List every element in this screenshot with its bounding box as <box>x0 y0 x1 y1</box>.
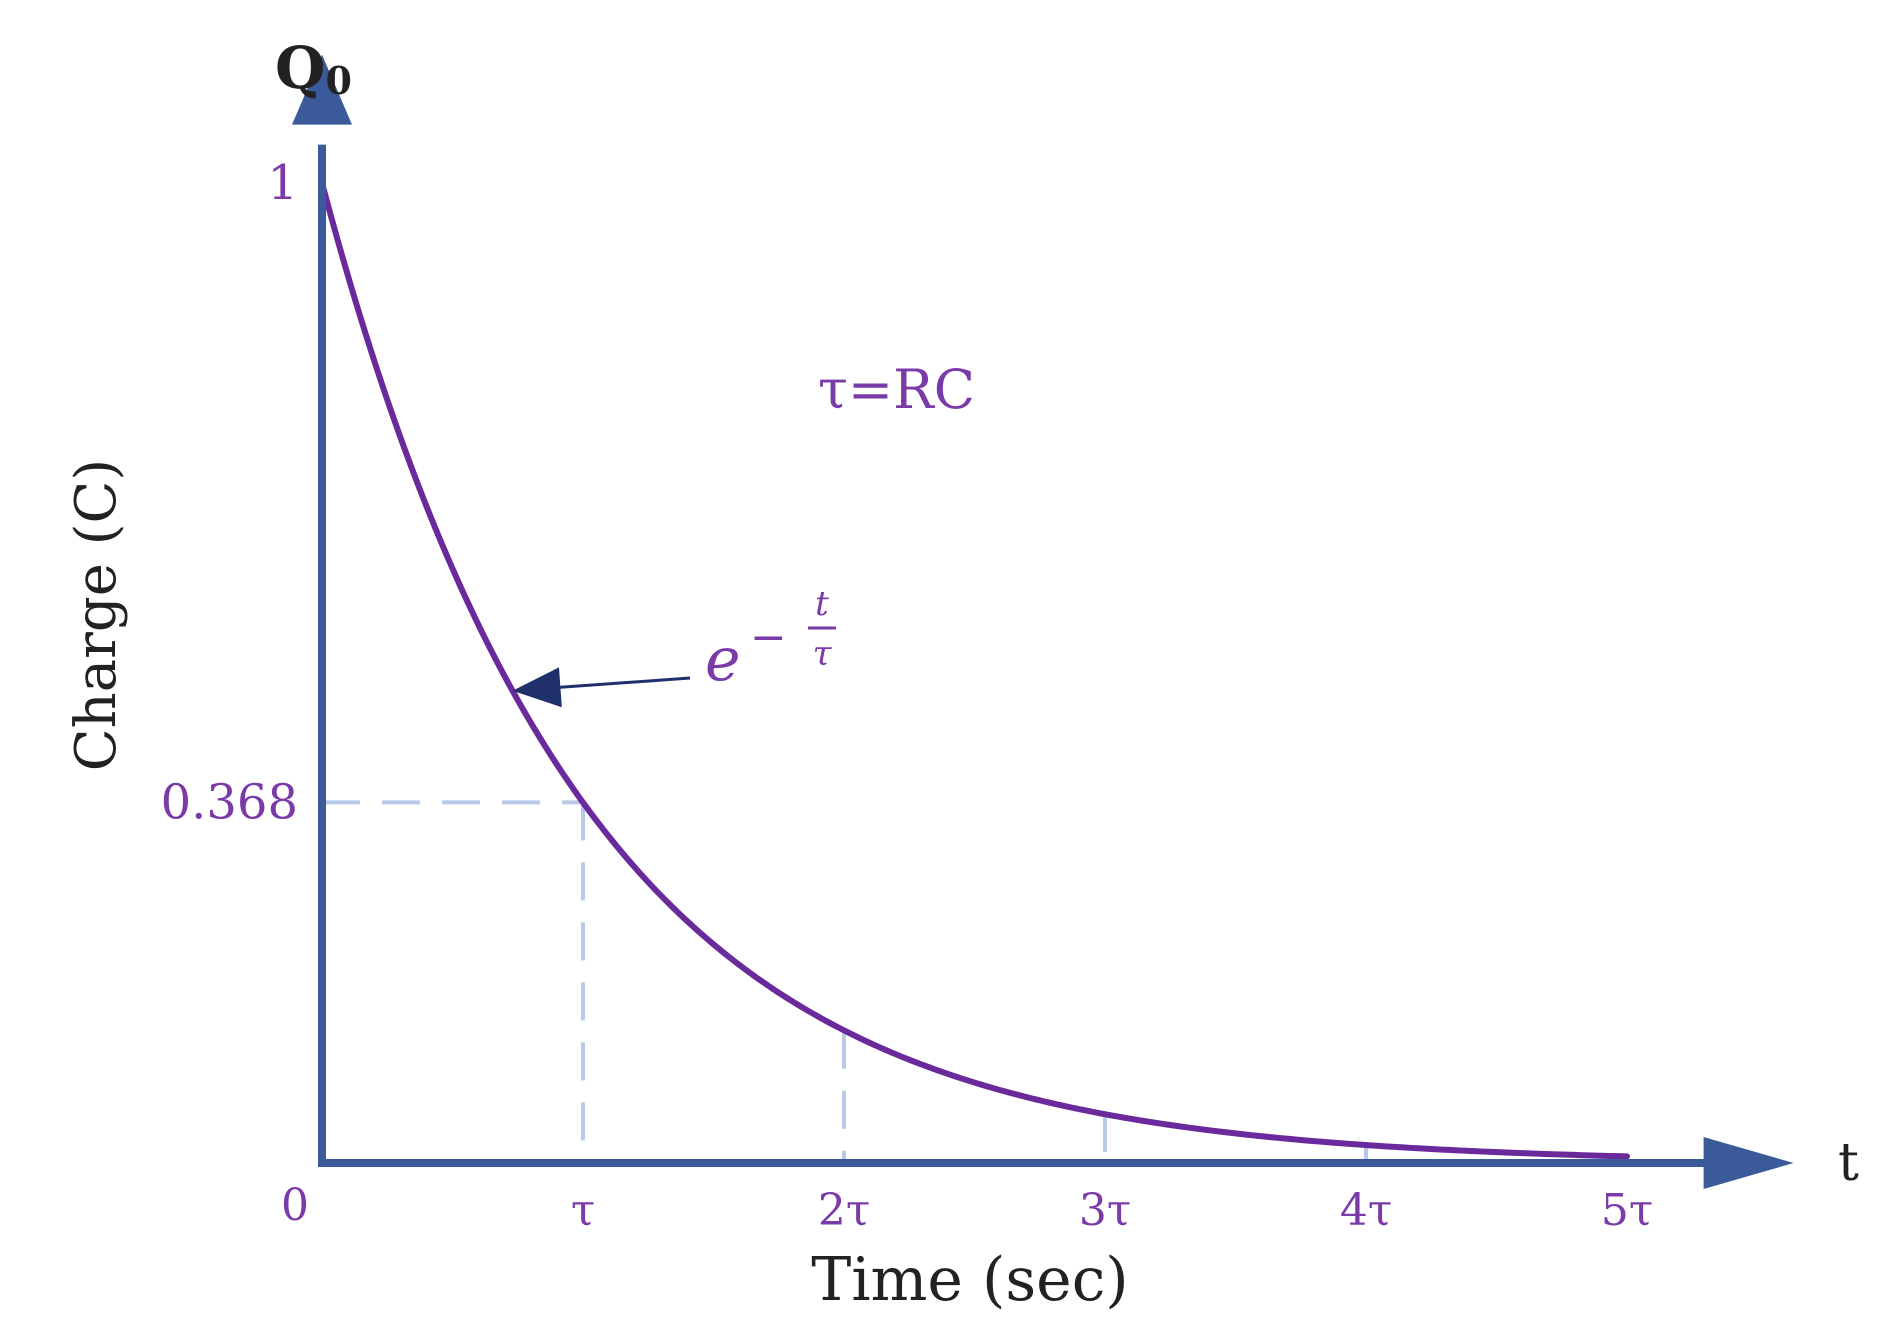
x-tick-label: 3τ <box>1079 1185 1131 1236</box>
y-tick-label: 1 <box>267 155 298 211</box>
curve-label-numerator: t <box>815 584 829 624</box>
y-tick-label: 0.368 <box>161 774 298 830</box>
x-tick-label: τ <box>571 1185 595 1236</box>
reference-lines <box>322 800 1368 1163</box>
x-axis-label: Time (sec) <box>811 1245 1128 1315</box>
y-axis-end-label-main: Q <box>275 34 326 102</box>
time-constant-formula: τ=RC <box>818 358 975 421</box>
x-tick-label: 4τ <box>1340 1185 1392 1236</box>
decay-curve <box>319 180 1630 1160</box>
curve-label-base: e <box>705 625 741 695</box>
x-tick-label: 2τ <box>818 1185 870 1236</box>
tick-labels: τ 2τ 3τ 4τ 5τ 1 0.368 <box>161 155 1654 1236</box>
curve-label-denominator: τ <box>813 634 833 674</box>
y-axis-end-label: Q0 <box>275 34 352 103</box>
curve-label-arrow-head <box>512 667 562 708</box>
curve-label-sign: − <box>750 612 787 663</box>
axes <box>292 54 1794 1189</box>
x-tick-label: 5τ <box>1601 1185 1653 1236</box>
curve-label-arrow-line <box>560 676 691 689</box>
x-axis-arrowhead <box>1703 1137 1794 1189</box>
curve-label-arrow <box>512 667 691 708</box>
origin-label: 0 <box>281 1180 309 1231</box>
x-axis-end-label: t <box>1838 1133 1859 1193</box>
curve-label: e − t τ <box>705 584 836 695</box>
y-axis-end-label-subscript: 0 <box>326 58 352 103</box>
y-axis-arrowhead <box>292 54 352 125</box>
y-axis-label: Charge (C) <box>64 459 129 771</box>
